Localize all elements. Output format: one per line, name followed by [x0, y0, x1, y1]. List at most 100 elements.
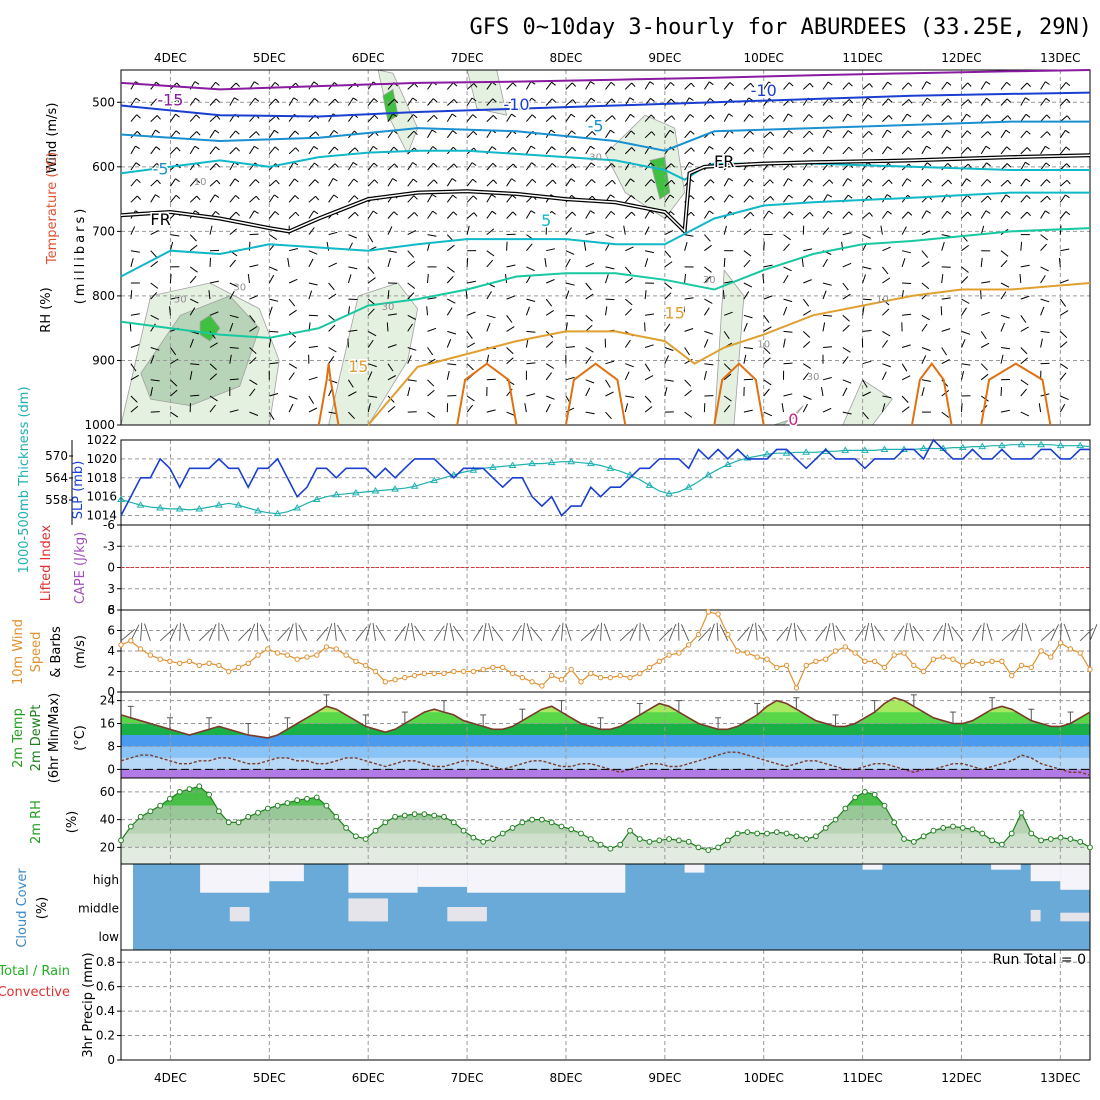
wind10m-speed-point [715, 611, 721, 617]
wind-barb [1040, 131, 1048, 139]
rh2m-point [167, 795, 173, 802]
wind-barb-flag [888, 115, 893, 120]
wind-barb [169, 273, 172, 284]
wind-barb-flag [215, 211, 220, 215]
wind-barb-flag [295, 211, 300, 217]
wind-barb [605, 411, 612, 420]
wind10m-speed-point [470, 668, 477, 675]
wind-barb [308, 376, 318, 381]
wind-barb [664, 387, 668, 397]
wind-barb [605, 360, 615, 365]
wind-barb [941, 211, 948, 219]
rh-contour-label: 30 [589, 152, 602, 163]
wind-barb-flag [274, 146, 280, 151]
wind-barb-flag [433, 114, 438, 120]
rh2m-point [441, 813, 447, 820]
wind-barb [387, 313, 397, 316]
wind-barb-flag [432, 162, 438, 167]
wind-barb [882, 330, 891, 337]
wind-barb-flag [669, 129, 675, 134]
wind-barb [525, 145, 532, 155]
rh2m-point [930, 827, 937, 834]
thickness-marker [802, 448, 811, 455]
wind-barb-flag [770, 196, 775, 201]
wind-barb [644, 363, 651, 372]
wind-barb [288, 278, 298, 284]
wind-barb-flag [235, 82, 240, 87]
wind-barb [545, 363, 555, 369]
wind-barb-flag [809, 130, 814, 136]
thickness-marker [978, 442, 987, 450]
wind10m-speed-point [793, 685, 800, 691]
wind-barb-flag [552, 179, 557, 185]
wind-barb [229, 211, 237, 219]
rh-contour-label: 30 [233, 283, 246, 294]
rh2m-point [264, 805, 271, 812]
wind10m-barb [707, 623, 715, 641]
ylabel-temp-units: (°C) [73, 725, 88, 751]
wind-barb-flag [432, 146, 438, 150]
wind-barb [348, 266, 358, 270]
wind-barb [902, 282, 912, 284]
rh2m-point [910, 838, 917, 845]
wind-barb-flag [808, 114, 813, 119]
wind-barb [901, 211, 909, 219]
wind-barb [1020, 411, 1030, 417]
wind-barb [625, 246, 634, 252]
wind-barb-flag [750, 211, 755, 217]
wind10m-barb [909, 623, 915, 641]
wind10m-speed-point [940, 654, 946, 660]
wind-barb [862, 83, 870, 90]
wind10m-speed-point [617, 672, 623, 679]
y-tick-label: 1000 [84, 418, 115, 432]
y-tick-label: 0.8 [96, 955, 115, 969]
ylabel-cloud: Cloud Cover [15, 868, 30, 948]
wind-barb [387, 178, 394, 187]
wind-barb [921, 323, 928, 332]
thickness-marker [410, 482, 419, 489]
wind10m-speed-point [460, 668, 467, 675]
wind-barb [801, 257, 804, 267]
isotherm-20-loop [980, 362, 1052, 426]
wind-barb-flag [135, 145, 140, 150]
wind10m-speed-point [803, 662, 809, 669]
wind10m-speed-point [196, 662, 203, 669]
wind-barb [565, 322, 568, 332]
wind-barb [684, 389, 692, 397]
wind10m-barb [182, 623, 190, 641]
wind-barb [585, 97, 592, 106]
wind-barb [1040, 266, 1049, 272]
isotherm-20-loop [564, 362, 627, 426]
wind-barb [901, 130, 909, 139]
wind-barb-flag [1066, 179, 1071, 185]
wind-barb [821, 387, 824, 397]
wind-barb-flag [690, 147, 695, 152]
temp-bands [121, 697, 1090, 778]
wind-barb [287, 257, 290, 267]
wind-barb-flag [274, 194, 279, 199]
wind-barb-flag [847, 130, 853, 135]
wind10m-barb [452, 625, 464, 642]
wind-barb [704, 195, 712, 203]
ylabel-thickness: 1000-500mb Thickness (dm) [17, 386, 32, 573]
wind-barb [367, 403, 371, 413]
wind-barb-flag [690, 195, 695, 200]
wind-barb [762, 273, 765, 284]
wind-barb [961, 82, 969, 90]
wind-barb [980, 145, 987, 155]
wind-barb [842, 82, 850, 90]
slp-tick-label: 1018 [86, 471, 117, 485]
wind-barb-flag [630, 113, 635, 118]
y-tick-label: 700 [92, 224, 115, 238]
isotherm-line [120, 120, 1090, 152]
wind-barb [189, 370, 193, 380]
rh2m-point [969, 826, 976, 833]
wind-barb [980, 331, 987, 340]
wind-barb [308, 195, 316, 203]
wind-barb [605, 98, 612, 106]
wind-barb [743, 409, 753, 413]
wind-barb [862, 274, 866, 284]
wind-barb-flag [867, 97, 872, 102]
wind-barb-flag [215, 146, 220, 151]
wind-barb [704, 298, 713, 304]
